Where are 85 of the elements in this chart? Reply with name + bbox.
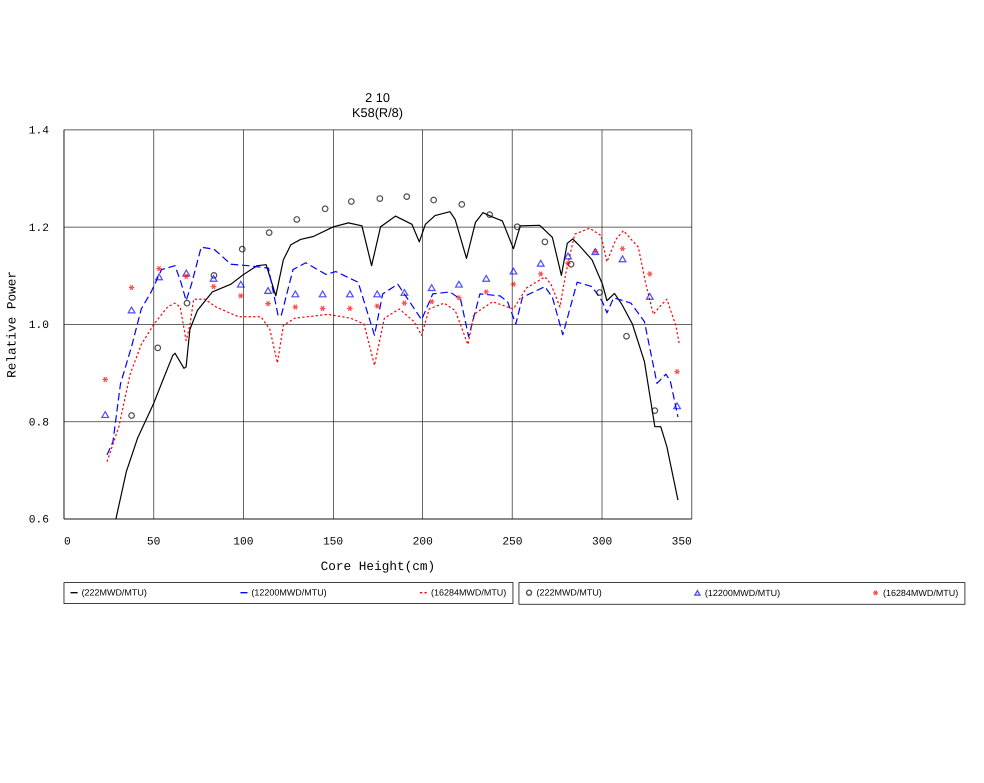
legend-label: (12200MWD/MTU)	[704, 588, 780, 598]
point	[486, 211, 493, 218]
point	[430, 196, 438, 204]
point	[346, 290, 354, 298]
x-tick-label: 150	[322, 536, 344, 548]
point	[156, 266, 162, 272]
point	[651, 407, 658, 414]
point	[128, 284, 135, 291]
point	[455, 280, 463, 288]
point	[182, 269, 190, 276]
x-tick-label: 100	[233, 536, 254, 548]
point	[456, 294, 462, 301]
point	[673, 402, 682, 410]
point	[236, 280, 245, 288]
point	[238, 246, 246, 253]
point	[102, 376, 109, 383]
point	[374, 303, 381, 310]
point	[184, 300, 190, 307]
legend-label: (222MWD/MTU)	[82, 588, 147, 598]
point	[623, 332, 630, 340]
point	[293, 216, 300, 223]
point	[373, 290, 382, 298]
legend-label: (16284MWD/MTU)	[882, 588, 958, 598]
point	[428, 298, 436, 305]
point	[348, 198, 355, 205]
y-tick-label: 1.4	[28, 126, 50, 138]
x-tick-label: 250	[502, 536, 523, 548]
point	[510, 281, 517, 288]
point	[568, 260, 574, 268]
point	[346, 305, 354, 312]
point	[401, 300, 408, 306]
point	[618, 255, 626, 262]
point	[564, 260, 572, 266]
point	[514, 223, 521, 230]
point	[322, 205, 329, 212]
y-axis-title: Relative Power	[4, 271, 20, 378]
point	[128, 306, 136, 314]
point	[292, 304, 299, 310]
y-tick-label: 1.2	[28, 222, 50, 235]
point	[482, 288, 490, 295]
point	[541, 238, 548, 246]
x-tick-label: 300	[592, 536, 612, 548]
point	[674, 368, 680, 375]
point	[482, 274, 490, 282]
point	[237, 292, 244, 299]
chart-subtitle: K58(R/8)	[352, 104, 403, 120]
x-tick-label: 200	[412, 536, 434, 548]
point	[210, 272, 218, 279]
y-tick-label: 0.6	[28, 514, 50, 527]
y-tick-label: 1.0	[28, 320, 50, 332]
x-axis-title: Core Height(cm)	[320, 558, 436, 574]
point	[376, 195, 384, 202]
point	[128, 412, 135, 419]
point	[403, 193, 410, 200]
legend-label: (16284MWD/MTU)	[431, 588, 506, 598]
point	[537, 270, 544, 277]
legend-label: (12200MWD/MTU)	[251, 588, 327, 598]
point	[646, 292, 654, 300]
point	[182, 273, 190, 280]
point	[458, 201, 466, 208]
point	[619, 246, 626, 252]
point	[210, 274, 218, 282]
point	[510, 268, 518, 275]
point	[536, 260, 545, 267]
point	[154, 344, 162, 352]
point	[596, 289, 603, 296]
point	[264, 286, 272, 294]
point	[428, 284, 436, 292]
point	[291, 290, 300, 298]
legend-label: (222MWD/MTU)	[536, 588, 602, 598]
point	[155, 273, 163, 280]
x-tick-label: 0	[64, 536, 71, 548]
x-tick-label: 50	[146, 536, 161, 548]
point	[266, 229, 273, 236]
chart-title: 2 10	[365, 90, 390, 105]
point	[101, 411, 110, 418]
y-tick-label: 0.8	[28, 417, 50, 430]
point	[319, 305, 326, 312]
point	[646, 270, 654, 277]
point	[210, 284, 217, 290]
point	[564, 252, 572, 260]
point	[400, 288, 408, 296]
point	[318, 290, 327, 298]
point	[264, 300, 272, 307]
x-tick-label: 350	[672, 536, 692, 548]
